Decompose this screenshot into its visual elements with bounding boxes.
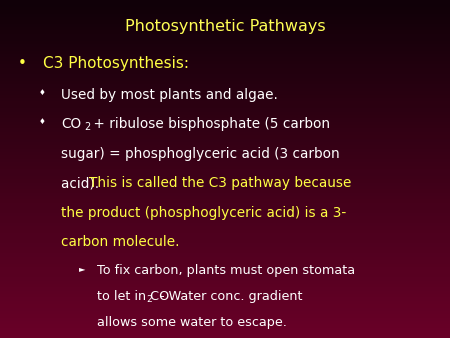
Text: Photosynthetic Pathways: Photosynthetic Pathways [125, 19, 325, 33]
Text: sugar) = phosphoglyceric acid (3 carbon: sugar) = phosphoglyceric acid (3 carbon [61, 147, 339, 161]
Text: acid).: acid). [61, 176, 108, 190]
Text: •: • [18, 56, 27, 71]
Text: allows some water to escape.: allows some water to escape. [97, 316, 287, 329]
Text: 2: 2 [147, 295, 153, 304]
Text: CO: CO [61, 117, 81, 131]
Text: To fix carbon, plants must open stomata: To fix carbon, plants must open stomata [97, 264, 355, 277]
Text: C3 Photosynthesis:: C3 Photosynthesis: [43, 56, 189, 71]
Text: - Water conc. gradient: - Water conc. gradient [152, 290, 302, 303]
Text: ►: ► [79, 264, 85, 273]
Text: Used by most plants and algae.: Used by most plants and algae. [61, 88, 278, 102]
Text: ♦: ♦ [38, 88, 45, 97]
Text: 2: 2 [85, 122, 91, 132]
Text: + ribulose bisphosphate (5 carbon: + ribulose bisphosphate (5 carbon [89, 117, 330, 131]
Text: the product (phosphoglyceric acid) is a 3-: the product (phosphoglyceric acid) is a … [61, 206, 346, 219]
Text: ♦: ♦ [38, 117, 45, 126]
Text: This is called the C3 pathway because: This is called the C3 pathway because [89, 176, 351, 190]
Text: to let in CO: to let in CO [97, 290, 169, 303]
Text: carbon molecule.: carbon molecule. [61, 235, 179, 249]
